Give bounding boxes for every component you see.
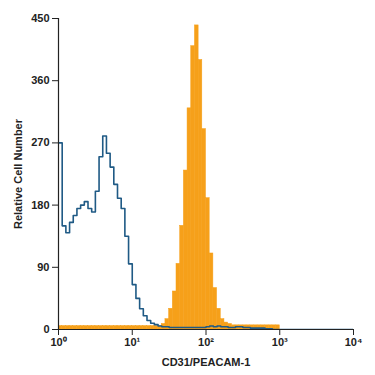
svg-text:10⁴: 10⁴ xyxy=(345,336,363,348)
svg-text:10⁰: 10⁰ xyxy=(50,336,66,348)
svg-text:90: 90 xyxy=(37,261,49,273)
svg-text:450: 450 xyxy=(31,12,49,24)
svg-text:180: 180 xyxy=(31,199,49,211)
svg-text:0: 0 xyxy=(43,323,49,335)
svg-text:CD31/PEACAM-1: CD31/PEACAM-1 xyxy=(162,356,251,368)
svg-text:10¹: 10¹ xyxy=(124,336,140,348)
svg-text:10³: 10³ xyxy=(272,336,288,348)
svg-text:360: 360 xyxy=(31,74,49,86)
svg-text:10²: 10² xyxy=(198,336,214,348)
svg-text:Relative Cell Number: Relative Cell Number xyxy=(12,118,24,229)
svg-text:270: 270 xyxy=(31,136,49,148)
